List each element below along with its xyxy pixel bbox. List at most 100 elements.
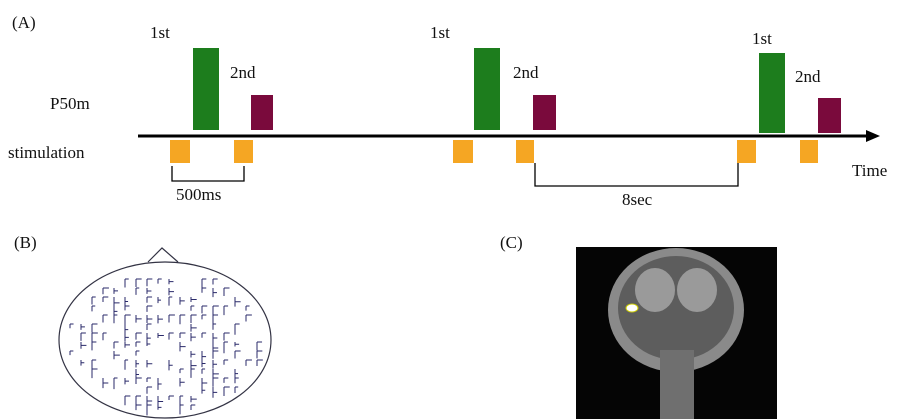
sensor-mark [213, 315, 218, 324]
sensor-mark [147, 306, 152, 312]
sensor-mark [213, 378, 218, 387]
sensor-mark [235, 369, 238, 378]
sensor-mark [158, 297, 161, 303]
sensor-mark [147, 378, 151, 382]
sensor-mark [246, 315, 252, 322]
sensor-mark [92, 333, 98, 345]
nose [148, 248, 178, 262]
sensor-mark [169, 333, 174, 340]
sensor-mark [81, 342, 86, 349]
sensor-mark [136, 333, 142, 340]
stimulus [170, 140, 190, 163]
interval-bracket [172, 166, 244, 181]
sensor-mark [224, 360, 228, 365]
sensor-mark [246, 360, 252, 366]
first-label: 1st [150, 23, 170, 42]
mri-hemisphere [635, 268, 675, 312]
sensor-mark [136, 405, 142, 410]
sensor-mark [92, 369, 98, 378]
axis-label: Time [852, 161, 887, 180]
sensor-mark [81, 333, 86, 341]
sensor-mark [202, 387, 205, 394]
sensor-mark [70, 324, 74, 328]
first-label: 1st [430, 23, 450, 42]
sensor-mark [202, 315, 206, 319]
sensor-mark [191, 360, 197, 371]
panel-label: (A) [12, 13, 36, 32]
sensor-mark [125, 297, 128, 306]
sensor-mark [213, 324, 216, 330]
sensor-mark [257, 342, 262, 351]
sensor-mark [213, 387, 217, 398]
sensor-mark [224, 342, 228, 353]
first-response [193, 48, 219, 130]
sensor-mark [158, 378, 162, 390]
sensor-mark [191, 369, 195, 378]
sensor-mark [147, 387, 152, 394]
sensor-mark [213, 360, 217, 369]
sensor-mark [103, 297, 108, 302]
sensor-mark [147, 324, 152, 330]
stimulation-label: stimulation [8, 143, 85, 162]
sensor-mark [169, 297, 172, 306]
sensor-mark [114, 351, 120, 359]
sensor-mark [202, 306, 207, 313]
sensor-mark [125, 342, 130, 348]
first-response [759, 53, 785, 133]
sensor-mark [191, 315, 197, 323]
sensor-mark [213, 306, 219, 316]
sensor-mark [92, 342, 96, 350]
sensor-mark [136, 279, 142, 287]
sensor-mark [114, 315, 117, 323]
mri-hemisphere [677, 268, 717, 312]
page: (A) P50m stimulation Time 1st 2nd 1st 2n… [0, 0, 909, 419]
sensor-mark [180, 342, 186, 351]
interval-label: 500ms [176, 185, 221, 204]
sensor-mark [191, 396, 197, 402]
sensor-mark [147, 315, 152, 323]
second-response [533, 95, 556, 130]
sensor-mark [103, 288, 109, 294]
sensor-mark [81, 360, 84, 366]
sensor-mark [81, 324, 85, 330]
stimulus [453, 140, 473, 163]
sensor-mark [103, 315, 108, 323]
sensor-mark [246, 306, 250, 311]
sensor-mark [158, 405, 161, 410]
second-response [818, 98, 841, 133]
sensor-mark [125, 360, 128, 370]
mri-neck [660, 350, 694, 419]
sensor-mark [213, 342, 218, 354]
sensor-mark [235, 351, 241, 358]
sensor-mark [147, 279, 152, 286]
sensor-mark [202, 288, 206, 293]
sensor-mark [136, 315, 142, 323]
sensor-mark [147, 288, 151, 294]
sensor-mark [235, 297, 241, 307]
sensor-mark [136, 378, 142, 384]
sensor-mark [224, 288, 230, 296]
sensor-mark [92, 324, 97, 333]
sensor-mark [136, 360, 139, 368]
sensor-mark [169, 315, 175, 323]
sensor-mark [125, 333, 129, 342]
sensor-mark [213, 333, 217, 343]
sensor-mark [169, 396, 174, 400]
stimulus [234, 140, 253, 163]
sensor-mark [103, 378, 108, 388]
sensor-mark [213, 351, 218, 359]
sensor-mark [202, 333, 206, 338]
sensor-mark [257, 360, 263, 366]
response-label: P50m [50, 94, 90, 113]
sensor-mark [114, 297, 120, 309]
sensor-mark [202, 369, 205, 374]
sensor-mark [191, 324, 197, 332]
sensor-mark [103, 333, 107, 340]
arrow-head [866, 130, 880, 142]
gap-label: 8sec [622, 190, 653, 209]
sensor-mark [92, 297, 96, 305]
sensor-mark [180, 297, 185, 305]
second-label: 2nd [513, 63, 539, 82]
panel-label: (B) [14, 233, 37, 252]
gap-bracket [535, 163, 738, 186]
